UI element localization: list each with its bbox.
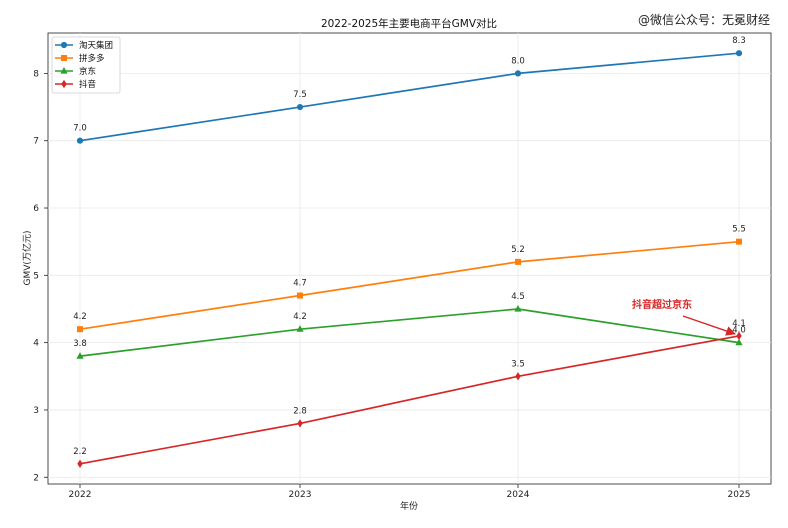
data-label: 4.2 xyxy=(73,312,87,322)
x-tick-label: 2023 xyxy=(289,490,312,500)
series-2-point xyxy=(296,325,304,332)
y-axis-label: GMV(万亿元) xyxy=(21,231,33,286)
legend-label: 拼多多 xyxy=(79,53,105,64)
x-tick-label: 2022 xyxy=(69,490,92,500)
data-label: 7.5 xyxy=(293,90,307,100)
legend-box xyxy=(51,36,121,94)
legend-label: 抖音 xyxy=(79,79,97,90)
x-tick-label: 2024 xyxy=(507,490,530,500)
series-0-point xyxy=(76,137,84,144)
data-label: 7.0 xyxy=(73,124,87,134)
data-label: 8.0 xyxy=(511,56,525,66)
legend-marker xyxy=(61,79,67,89)
x-tick-label: 2025 xyxy=(728,490,751,500)
y-tick-label: 8 xyxy=(33,69,39,79)
legend-marker xyxy=(60,41,68,49)
data-label: 2.8 xyxy=(293,406,307,416)
grid-lines xyxy=(48,33,771,484)
data-label: 4.5 xyxy=(511,292,525,302)
series-1-point xyxy=(736,238,742,245)
y-tick-label: 2 xyxy=(33,473,39,483)
y-tick-label: 4 xyxy=(33,339,39,349)
data-label: 8.3 xyxy=(732,36,746,46)
series-2-point xyxy=(514,304,522,312)
data-labels: 7.0 7.5 8.0 8.3 4.2 4.7 5.2 5.5 3.8 4.2 4.5 4.0 2.2 2… xyxy=(73,36,746,457)
axis-ticks: 2 3 4 5 6 7 8 2022 2023 2024 2025 xyxy=(33,69,750,500)
data-label: 4.0 xyxy=(732,326,746,336)
legend-label: 京东 xyxy=(79,66,96,77)
series-2-point xyxy=(76,352,84,359)
watermark: @微信公众号：无冕财经 xyxy=(638,13,770,27)
series-line-3 xyxy=(79,335,740,465)
y-tick-label: 5 xyxy=(33,271,39,281)
annotation: 抖音超过京东 xyxy=(632,298,736,336)
series-lines xyxy=(76,50,743,469)
legend-label: 淘天集团 xyxy=(79,40,113,51)
chart-title: 2022-2025年主要电商平台GMV对比 xyxy=(321,17,497,30)
y-tick-label: 6 xyxy=(33,204,39,214)
data-label: 4.2 xyxy=(293,312,307,322)
legend-marker xyxy=(61,55,67,61)
plot-area xyxy=(47,32,772,485)
series-1-point xyxy=(77,326,83,333)
series-2-point xyxy=(735,338,743,346)
series-1-point xyxy=(515,258,521,265)
y-tick-label: 3 xyxy=(33,406,39,416)
series-3-point xyxy=(297,419,303,428)
data-label: 2.2 xyxy=(73,447,87,457)
series-1-point xyxy=(297,292,303,299)
y-tick-label: 7 xyxy=(33,137,39,147)
series-0-point xyxy=(296,103,304,111)
data-label: 4.7 xyxy=(293,279,307,289)
data-label: 3.8 xyxy=(73,339,87,349)
data-label: 4.1 xyxy=(732,319,746,329)
series-line-0 xyxy=(79,52,740,142)
series-line-2 xyxy=(79,308,740,357)
data-label: 5.2 xyxy=(511,245,525,255)
data-label: 5.5 xyxy=(732,225,746,235)
series-3-point xyxy=(515,372,521,381)
legend-marker xyxy=(60,67,68,74)
series-3-point xyxy=(77,459,83,469)
series-0-point xyxy=(735,50,743,57)
annotation-arrow xyxy=(682,315,736,336)
annotation-text: 抖音超过京东 xyxy=(632,298,692,311)
x-axis-label: 年份 xyxy=(400,500,418,512)
series-3-point xyxy=(736,331,742,341)
data-label: 3.5 xyxy=(511,359,525,369)
series-line-1 xyxy=(79,240,740,331)
series-0-point xyxy=(514,70,522,77)
